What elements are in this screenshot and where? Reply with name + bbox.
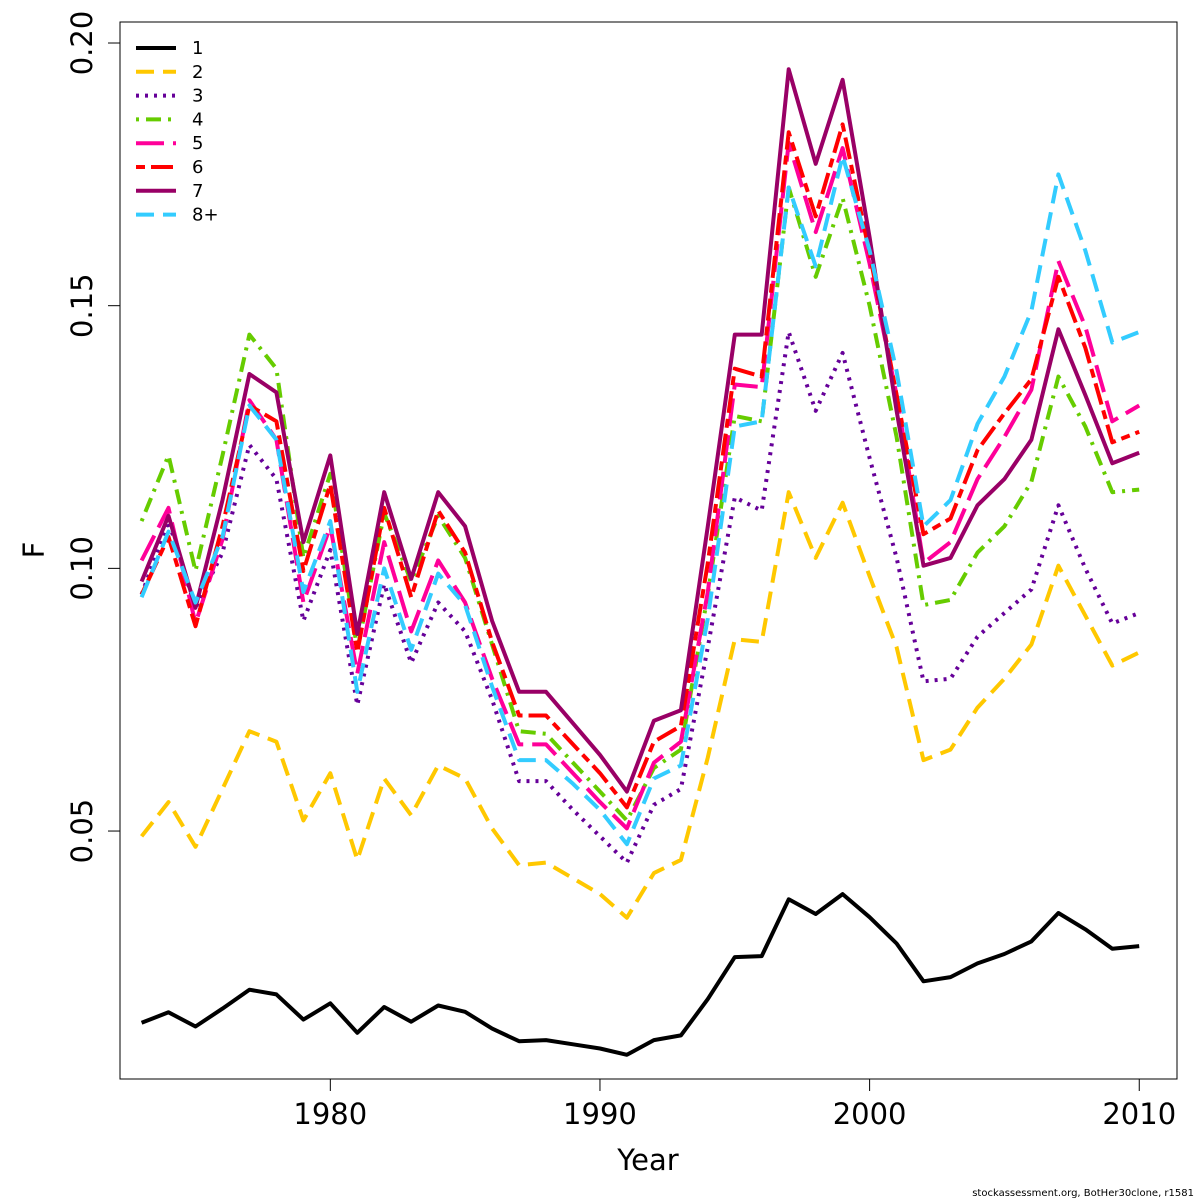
footer-credit: stockassessment.org, BotHer30clone, r158… xyxy=(972,1188,1194,1199)
x-tick-label-1990: 1990 xyxy=(563,1097,637,1131)
series-line-6 xyxy=(139,122,1140,810)
y-tick-label-0.10: 0.10 xyxy=(65,536,99,601)
legend-label-7: 7 xyxy=(192,181,203,202)
x-axis: 1980 1990 2000 2010 xyxy=(293,1079,1176,1131)
x-tick-label-1980: 1980 xyxy=(293,1097,367,1131)
x-axis-title: Year xyxy=(616,1143,678,1177)
series-line-1 xyxy=(140,892,1140,1057)
series-line-5 xyxy=(139,140,1141,831)
plot-frame xyxy=(119,21,1178,1080)
y-axis: 0.05 0.10 0.15 0.20 xyxy=(65,11,120,864)
legend-label-4: 4 xyxy=(192,109,203,130)
series-line-3 xyxy=(139,330,1140,865)
legend: 1 2 34 5 6 7 8+ xyxy=(136,38,219,226)
legend-label-1: 1 xyxy=(192,38,203,59)
series-line-2 xyxy=(140,490,1141,920)
legend-label-8+: 8+ xyxy=(192,205,219,226)
series-line-7 xyxy=(139,67,1140,794)
y-tick-label-0.15: 0.15 xyxy=(65,273,99,338)
x-tick-label-2000: 2000 xyxy=(833,1097,907,1131)
legend-label-6: 6 xyxy=(192,157,203,178)
series-layer xyxy=(139,67,1141,1057)
y-tick-label-0.05: 0.05 xyxy=(65,799,99,864)
legend-label-2: 2 xyxy=(192,62,203,83)
legend-label-3: 3 xyxy=(192,86,203,107)
x-tick-label-2010: 2010 xyxy=(1102,1097,1176,1131)
legend-label-5: 5 xyxy=(192,133,203,154)
y-tick-label-0.20: 0.20 xyxy=(65,11,99,76)
y-axis-title: F xyxy=(17,542,51,559)
